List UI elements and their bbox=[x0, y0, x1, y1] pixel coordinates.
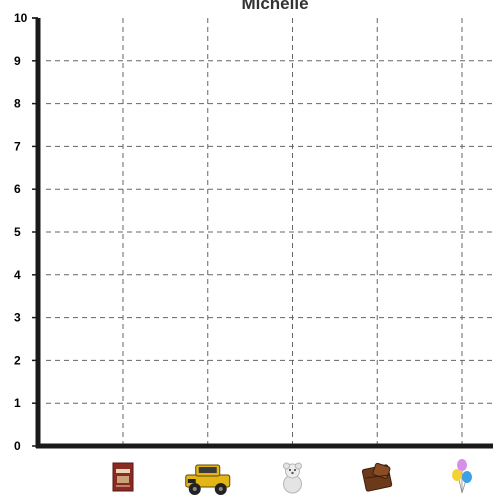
toy-truck-icon bbox=[185, 464, 231, 495]
y-tick-label: 5 bbox=[14, 225, 21, 239]
y-tick-label: 8 bbox=[14, 97, 21, 111]
chart-title: Michelle bbox=[241, 0, 308, 13]
teddy-bear-icon bbox=[283, 462, 302, 494]
y-tick-label: 6 bbox=[14, 182, 21, 196]
book-icon bbox=[112, 462, 134, 492]
category-icons bbox=[112, 459, 472, 495]
y-tick-label: 3 bbox=[14, 311, 21, 325]
balloons-icon bbox=[452, 459, 472, 494]
y-tick-label: 4 bbox=[14, 268, 21, 282]
y-tick-label: 1 bbox=[14, 396, 21, 410]
y-tick-label: 0 bbox=[14, 439, 21, 453]
y-tick-label: 10 bbox=[14, 11, 28, 25]
chocolate-icon bbox=[361, 462, 393, 492]
axis-layer bbox=[32, 17, 493, 449]
y-tick-label: 7 bbox=[14, 139, 21, 153]
y-tick-label: 9 bbox=[14, 54, 21, 68]
y-tick-label: 2 bbox=[14, 353, 21, 367]
y-tick-labels: 0 1 2 3 4 5 6 7 8 9 10 bbox=[14, 11, 28, 453]
grid-layer bbox=[46, 18, 493, 446]
